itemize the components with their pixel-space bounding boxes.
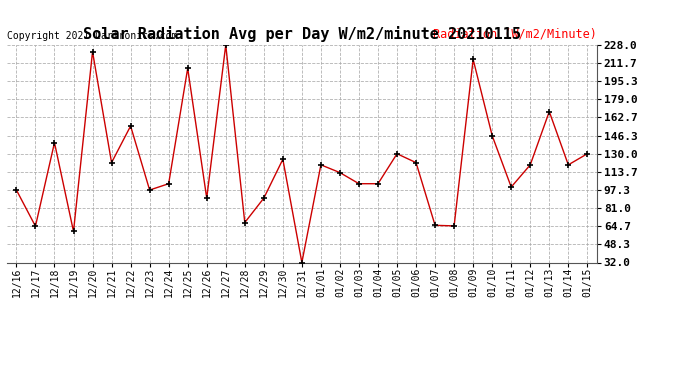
Text: Copyright 2021 Cartronics.com: Copyright 2021 Cartronics.com (7, 31, 177, 40)
Title: Solar Radiation Avg per Day W/m2/minute 20210115: Solar Radiation Avg per Day W/m2/minute … (83, 27, 521, 42)
Text: Radiation (W/m2/Minute): Radiation (W/m2/Minute) (433, 28, 597, 40)
